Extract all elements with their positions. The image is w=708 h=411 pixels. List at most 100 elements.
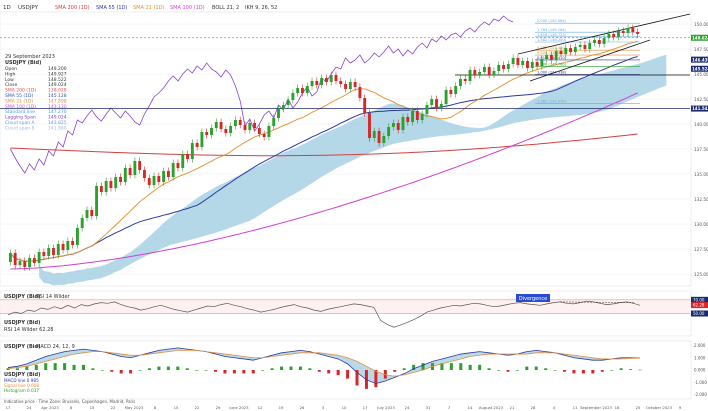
- candle: [621, 27, 625, 37]
- candle-body: [406, 117, 410, 122]
- candle: [420, 110, 424, 124]
- rsi-axis-badge: [691, 302, 708, 309]
- rsi-band: [0, 299, 690, 314]
- macd-histogram-bar: [534, 366, 538, 370]
- macd-histogram-bar: [147, 368, 151, 370]
- candle-body: [286, 100, 290, 105]
- macd-title-lower: USDJPY (Bid): [4, 372, 40, 378]
- macd-axis-label: 0.000: [694, 368, 706, 373]
- macd-histogram-bar: [317, 370, 321, 372]
- divergence-badge: [516, 294, 550, 302]
- candle-body: [71, 241, 75, 245]
- candle-body: [372, 131, 376, 138]
- price-label-text: 145.524: [692, 66, 708, 71]
- price-tick-label: 137.500: [694, 147, 708, 152]
- trend-channel: [0, 13, 691, 109]
- candle: [315, 77, 319, 89]
- candle-body: [597, 40, 601, 44]
- candle-body: [281, 105, 285, 109]
- macd-histogram-bar: [421, 363, 425, 370]
- macd-axis-label: -2.000: [694, 392, 707, 397]
- candle: [23, 257, 27, 271]
- info-row-value: 149.927: [48, 71, 67, 77]
- indicator-ichimoku[interactable]: IKH 9, 26, 52: [245, 5, 277, 11]
- candle: [281, 101, 285, 113]
- candle-body: [621, 31, 625, 33]
- symbol-label[interactable]: USDJPY: [18, 5, 39, 11]
- candle-body: [607, 34, 611, 38]
- macd-histogram-bar: [176, 366, 180, 370]
- indicator-sma200[interactable]: SMA 200 (1D): [55, 5, 90, 11]
- time-tick-label: 18: [615, 405, 620, 410]
- candle: [530, 58, 534, 72]
- info-row-value: 147.270: [48, 109, 67, 115]
- candle-body: [559, 51, 563, 54]
- candle: [109, 177, 113, 192]
- info-row-label: SMA 100 (1D): [5, 104, 36, 110]
- candle-body: [334, 75, 338, 81]
- sma21-line: [10, 40, 638, 262]
- macd-axis-label: -1.000: [694, 380, 707, 385]
- rsi-axis-label: 50.00: [693, 311, 705, 316]
- candle-body: [42, 252, 46, 256]
- info-row-value: 148.522: [48, 77, 67, 83]
- candle: [32, 254, 36, 267]
- candle: [564, 44, 568, 58]
- candle-body: [147, 178, 151, 185]
- candle-body: [181, 154, 185, 168]
- price-tick-label: 125.000: [694, 272, 708, 277]
- macd-line: [7, 347, 641, 384]
- time-tick-label: May 2023: [125, 405, 144, 410]
- candle-body: [262, 134, 266, 137]
- timeframe-label[interactable]: 1D: [3, 5, 11, 11]
- macd-histogram-bar: [638, 369, 642, 371]
- candle-body: [554, 51, 558, 60]
- indicator-boll[interactable]: BOLL 21, 2: [212, 5, 239, 11]
- candle-body: [13, 253, 17, 265]
- macd-histogram-bar: [232, 370, 236, 374]
- indicator-sma21[interactable]: SMA 21 (1D): [133, 5, 164, 11]
- candle-body: [52, 248, 55, 255]
- time-tick-label: 4: [553, 405, 556, 410]
- candle-body: [377, 131, 381, 143]
- candle-body: [353, 82, 357, 87]
- price-tick-label: 145.000: [694, 72, 708, 77]
- indicator-sma55[interactable]: SMA 55 (1D): [96, 5, 127, 11]
- macd-histogram-bar: [289, 366, 293, 370]
- candle-body: [315, 81, 319, 85]
- candle: [588, 39, 592, 53]
- info-row-value: 149.024: [48, 82, 67, 88]
- candle: [47, 244, 51, 260]
- time-tick-label: 25: [636, 405, 641, 410]
- candle-body: [430, 99, 434, 105]
- macd-histogram-bar: [572, 370, 576, 374]
- candle: [205, 128, 209, 139]
- time-tick-label: 10: [342, 405, 347, 410]
- macd-histogram-bar: [402, 368, 406, 370]
- candle-body: [32, 258, 36, 263]
- rsi-value-label: RSI 14 Wilder 62.28: [4, 327, 54, 333]
- macd-legend-item: Histogram 0.037: [4, 388, 39, 393]
- candle: [18, 257, 22, 269]
- candle-body: [626, 28, 630, 33]
- indicator-sma100[interactable]: SMA 100 (1D): [170, 5, 205, 11]
- candle: [152, 172, 156, 189]
- candle: [425, 101, 429, 118]
- candle-body: [463, 79, 467, 81]
- rsi-axis-badge: [691, 296, 708, 303]
- ichimoku-cloud: [39, 54, 667, 286]
- candle: [262, 130, 266, 141]
- macd-histogram-bar: [298, 366, 302, 370]
- candle-body: [482, 67, 486, 72]
- macd-histogram-bar: [581, 370, 585, 374]
- price-label-badge: [691, 56, 708, 63]
- candle-body: [549, 55, 553, 60]
- time-tick-label: 19: [279, 405, 284, 410]
- candle-body: [114, 177, 118, 188]
- candle: [8, 249, 12, 266]
- candle: [444, 86, 448, 108]
- candle: [435, 95, 438, 112]
- candle: [257, 124, 261, 138]
- time-tick-label: 15: [90, 405, 95, 410]
- candle-body: [439, 104, 443, 108]
